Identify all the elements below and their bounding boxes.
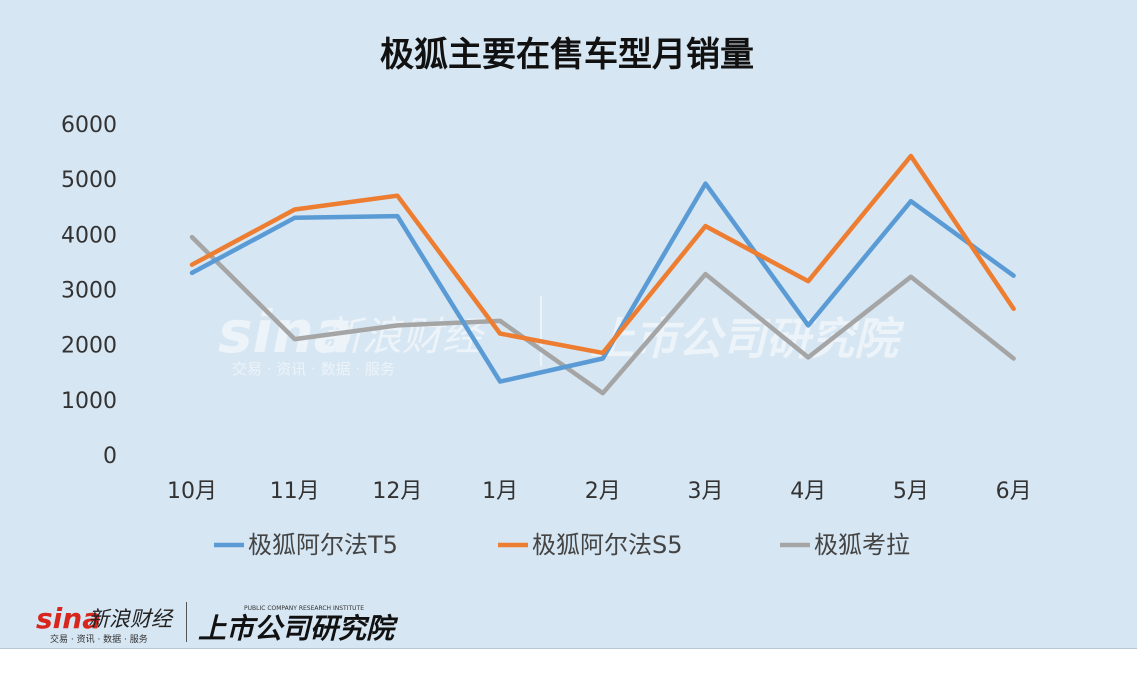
watermark-institute: 上市公司研究院 [590,314,905,365]
x-tick-label: 10月 [167,479,217,504]
x-tick-label: 3月 [688,479,724,504]
footer-logo: sina 新浪财经 交易 · 资讯 · 数据 · 服务 PUBLIC COMPA… [36,602,399,645]
footer-sina: sina [36,602,101,635]
x-tick-label: 5月 [893,479,929,504]
y-tick-label: 5000 [61,168,117,193]
chart: 极狐主要在售车型月销量 sina 新浪财经 交易 · 资讯 · 数据 · 服务 … [61,35,1032,559]
legend-label: 极狐阿尔法S5 [532,531,683,559]
watermark-divider [540,296,542,366]
footer-institute-en: PUBLIC COMPANY RESEARCH INSTITUTE [244,605,364,612]
y-tick-label: 0 [103,444,117,469]
legend-label: 极狐考拉 [814,531,910,559]
footer-institute: 上市公司研究院 [198,612,399,645]
watermark-tagline: 交易 · 资讯 · 数据 · 服务 [232,360,395,378]
y-tick-label: 1000 [61,389,117,414]
legend: 极狐阿尔法T5 极狐阿尔法S5 极狐考拉 [214,531,910,559]
x-tick-label: 11月 [270,479,320,504]
series-lines [189,153,1016,396]
footer-tagline: 交易 · 资讯 · 数据 · 服务 [50,633,148,645]
footer-brand-cn: 新浪财经 [88,607,174,631]
x-tick-label: 6月 [996,479,1032,504]
footer-divider [186,602,187,642]
y-tick-label: 2000 [61,334,117,359]
y-tick-label: 6000 [61,113,117,138]
chart-title: 极狐主要在售车型月销量 [380,35,754,75]
footer: sina 新浪财经 交易 · 资讯 · 数据 · 服务 PUBLIC COMPA… [0,590,1137,675]
x-tick-label: 12月 [372,479,422,504]
x-tick-label: 4月 [790,479,826,504]
chart-svg: 极狐主要在售车型月销量 sina 新浪财经 交易 · 资讯 · 数据 · 服务 … [61,35,1032,559]
y-tick-label: 4000 [61,223,117,248]
x-tick-label: 1月 [482,479,518,504]
x-tick-label: 2月 [585,479,621,504]
y-tick-label: 3000 [61,279,117,304]
legend-label: 极狐阿尔法T5 [248,531,398,559]
footer-strip [0,649,1137,675]
x-axis: 10月 11月 12月 1月 2月 3月 4月 5月 6月 [167,479,1032,504]
footer-rule [0,648,1137,649]
y-axis: 0 1000 2000 3000 4000 5000 6000 [61,113,117,469]
